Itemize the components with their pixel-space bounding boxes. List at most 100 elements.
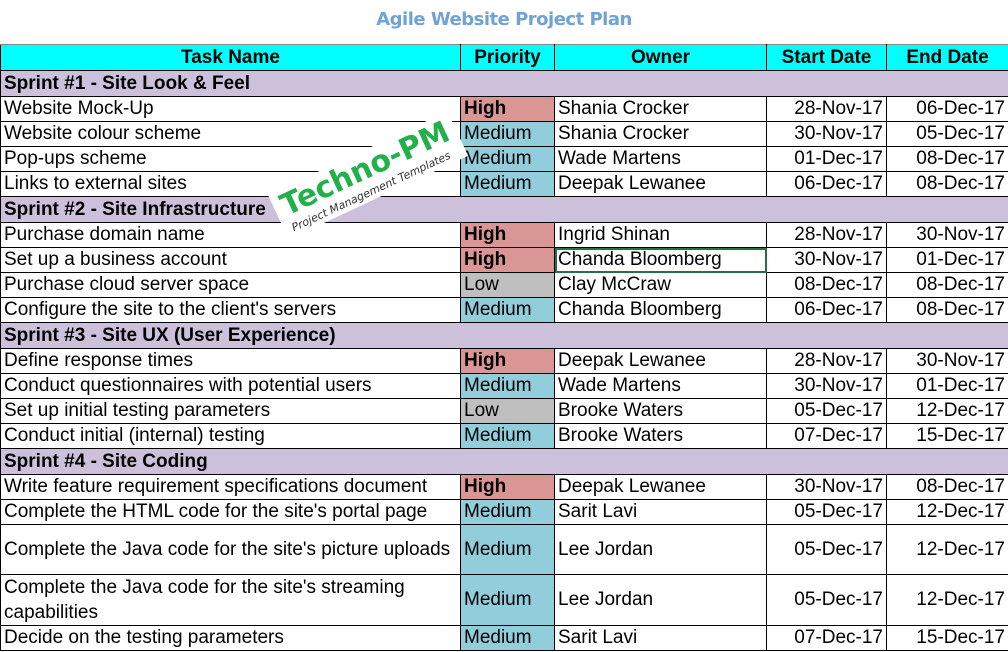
start-date-cell[interactable]: 07-Dec-17 xyxy=(766,423,887,449)
owner-cell[interactable]: Brooke Waters xyxy=(554,398,767,424)
end-date-cell[interactable]: 15-Dec-17 xyxy=(886,423,1008,449)
task-name-cell[interactable]: Complete the Java code for the site's pi… xyxy=(0,524,461,575)
priority-cell[interactable]: Medium xyxy=(460,146,555,172)
owner-cell[interactable]: Lee Jordan xyxy=(554,574,767,626)
end-date-cell[interactable]: 12-Dec-17 xyxy=(886,499,1008,525)
priority-cell[interactable]: High xyxy=(460,348,555,374)
owner-cell[interactable]: Chanda Bloomberg xyxy=(554,247,767,273)
start-date-cell[interactable]: 05-Dec-17 xyxy=(766,398,887,424)
start-date-cell[interactable]: 28-Nov-17 xyxy=(766,96,887,122)
owner-cell[interactable]: Shania Crocker xyxy=(554,121,767,147)
owner-cell[interactable]: Lee Jordan xyxy=(554,524,767,575)
sprint-title[interactable]: Sprint #4 - Site Coding xyxy=(0,448,1008,475)
start-date-cell[interactable]: 06-Dec-17 xyxy=(766,171,887,197)
task-name-cell[interactable]: Website colour scheme xyxy=(0,121,461,147)
start-date-cell[interactable]: 08-Dec-17 xyxy=(766,272,887,298)
owner-cell[interactable]: Deepak Lewanee xyxy=(554,474,767,500)
priority-cell[interactable]: High xyxy=(460,96,555,122)
end-date-cell[interactable]: 01-Dec-17 xyxy=(886,373,1008,399)
start-date-cell[interactable]: 05-Dec-17 xyxy=(766,524,887,575)
start-date-cell[interactable]: 01-Dec-17 xyxy=(766,146,887,172)
owner-cell[interactable]: Wade Martens xyxy=(554,146,767,172)
sprint-title[interactable]: Sprint #1 - Site Look & Feel xyxy=(0,70,1008,97)
priority-cell[interactable]: Low xyxy=(460,398,555,424)
priority-cell[interactable]: Medium xyxy=(460,524,555,575)
start-date-cell[interactable]: 05-Dec-17 xyxy=(766,499,887,525)
start-date-cell[interactable]: 07-Dec-17 xyxy=(766,625,887,651)
owner-cell[interactable]: Deepak Lewanee xyxy=(554,171,767,197)
owner-cell[interactable]: Sarit Lavi xyxy=(554,625,767,651)
end-date-cell[interactable]: 12-Dec-17 xyxy=(886,524,1008,575)
task-name-cell[interactable]: Complete the HTML code for the site's po… xyxy=(0,499,461,525)
task-name-cell[interactable]: Conduct questionnaires with potential us… xyxy=(0,373,461,399)
task-name-cell[interactable]: Complete the Java code for the site's st… xyxy=(0,574,461,626)
priority-cell[interactable]: Medium xyxy=(460,499,555,525)
start-date-cell[interactable]: 28-Nov-17 xyxy=(766,348,887,374)
start-date-cell[interactable]: 30-Nov-17 xyxy=(766,247,887,273)
end-date-cell[interactable]: 30-Nov-17 xyxy=(886,222,1008,248)
owner-cell[interactable]: Ingrid Shinan xyxy=(554,222,767,248)
task-row: Pop-ups scheme Medium Wade Martens 01-Dec-1… xyxy=(0,146,1008,172)
task-name-cell[interactable]: Website Mock-Up xyxy=(0,96,461,122)
task-row: Complete the Java code for the site's st… xyxy=(0,574,1008,626)
priority-cell[interactable]: High xyxy=(460,474,555,500)
sheet-title: Agile Website Project Plan xyxy=(376,9,632,30)
end-date-cell[interactable]: 08-Dec-17 xyxy=(886,146,1008,172)
end-date-cell[interactable]: 08-Dec-17 xyxy=(886,474,1008,500)
end-date-cell[interactable]: 05-Dec-17 xyxy=(886,121,1008,147)
task-name-cell[interactable]: Purchase cloud server space xyxy=(0,272,461,298)
owner-cell[interactable]: Brooke Waters xyxy=(554,423,767,449)
priority-cell[interactable]: Medium xyxy=(460,574,555,626)
end-date-cell[interactable]: 01-Dec-17 xyxy=(886,247,1008,273)
task-name-cell[interactable]: Configure the site to the client's serve… xyxy=(0,297,461,323)
end-date-cell[interactable]: 08-Dec-17 xyxy=(886,297,1008,323)
task-name-cell[interactable]: Conduct initial (internal) testing xyxy=(0,423,461,449)
priority-cell[interactable]: Medium xyxy=(460,625,555,651)
header-start-date[interactable]: Start Date xyxy=(766,44,887,71)
sprint-title[interactable]: Sprint #3 - Site UX (User Experience) xyxy=(0,322,1008,349)
task-row: Complete the HTML code for the site's po… xyxy=(0,499,1008,525)
owner-cell[interactable]: Sarit Lavi xyxy=(554,499,767,525)
sprint-title[interactable]: Sprint #2 - Site Infrastructure xyxy=(0,196,1008,223)
start-date-cell[interactable]: 30-Nov-17 xyxy=(766,121,887,147)
end-date-cell[interactable]: 06-Dec-17 xyxy=(886,96,1008,122)
priority-cell[interactable]: Medium xyxy=(460,373,555,399)
sprint-row: Sprint #1 - Site Look & Feel xyxy=(0,70,1008,97)
header-task-name[interactable]: Task Name xyxy=(0,44,461,71)
header-end-date[interactable]: End Date xyxy=(886,44,1008,71)
priority-cell[interactable]: High xyxy=(460,247,555,273)
owner-cell[interactable]: Wade Martens xyxy=(554,373,767,399)
task-name-cell[interactable]: Set up a business account xyxy=(0,247,461,273)
task-name-cell[interactable]: Pop-ups scheme xyxy=(0,146,461,172)
task-name-cell[interactable]: Write feature requirement specifications… xyxy=(0,474,461,500)
owner-cell[interactable]: Clay McCraw xyxy=(554,272,767,298)
priority-cell[interactable]: Low xyxy=(460,272,555,298)
priority-cell[interactable]: Medium xyxy=(460,297,555,323)
end-date-cell[interactable]: 30-Nov-17 xyxy=(886,348,1008,374)
owner-cell[interactable]: Shania Crocker xyxy=(554,96,767,122)
end-date-cell[interactable]: 15-Dec-17 xyxy=(886,625,1008,651)
owner-cell[interactable]: Deepak Lewanee xyxy=(554,348,767,374)
end-date-cell[interactable]: 12-Dec-17 xyxy=(886,574,1008,626)
header-owner[interactable]: Owner xyxy=(554,44,767,71)
start-date-cell[interactable]: 30-Nov-17 xyxy=(766,474,887,500)
task-name-cell[interactable]: Purchase domain name xyxy=(0,222,461,248)
start-date-cell[interactable]: 28-Nov-17 xyxy=(766,222,887,248)
header-priority[interactable]: Priority xyxy=(460,44,555,71)
end-date-cell[interactable]: 12-Dec-17 xyxy=(886,398,1008,424)
priority-cell[interactable]: Medium xyxy=(460,171,555,197)
priority-cell[interactable]: Medium xyxy=(460,121,555,147)
priority-cell[interactable]: High xyxy=(460,222,555,248)
task-name-cell[interactable]: Links to external sites xyxy=(0,171,461,197)
task-name-cell[interactable]: Set up initial testing parameters xyxy=(0,398,461,424)
task-name-cell[interactable]: Decide on the testing parameters xyxy=(0,625,461,651)
end-date-cell[interactable]: 08-Dec-17 xyxy=(886,171,1008,197)
start-date-cell[interactable]: 06-Dec-17 xyxy=(766,297,887,323)
priority-cell[interactable]: Medium xyxy=(460,423,555,449)
end-date-cell[interactable]: 08-Dec-17 xyxy=(886,272,1008,298)
task-name-cell[interactable]: Define response times xyxy=(0,348,461,374)
start-date-cell[interactable]: 30-Nov-17 xyxy=(766,373,887,399)
sprint-row: Sprint #3 - Site UX (User Experience) xyxy=(0,322,1008,349)
owner-cell[interactable]: Chanda Bloomberg xyxy=(554,297,767,323)
start-date-cell[interactable]: 05-Dec-17 xyxy=(766,574,887,626)
